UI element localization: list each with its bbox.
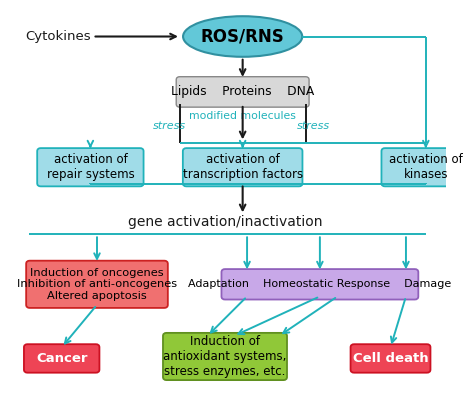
Text: Induction of oncogenes
Inhibition of anti-oncogenes
Altered apoptosis: Induction of oncogenes Inhibition of ant… xyxy=(17,268,177,301)
FancyBboxPatch shape xyxy=(24,344,100,373)
Text: Induction of
antioxidant systems,
stress enzymes, etc.: Induction of antioxidant systems, stress… xyxy=(164,335,287,378)
FancyBboxPatch shape xyxy=(176,77,309,107)
Text: gene activation/inactivation: gene activation/inactivation xyxy=(128,215,322,229)
Text: activation of
kinases: activation of kinases xyxy=(389,153,463,181)
Text: stress: stress xyxy=(153,121,186,131)
Text: stress: stress xyxy=(297,121,330,131)
FancyBboxPatch shape xyxy=(37,148,144,186)
FancyBboxPatch shape xyxy=(351,344,430,373)
Text: Cancer: Cancer xyxy=(36,352,87,365)
Text: activation of
repair systems: activation of repair systems xyxy=(46,153,134,181)
Text: modified molecules: modified molecules xyxy=(189,111,296,121)
FancyBboxPatch shape xyxy=(163,333,287,380)
Text: Cell death: Cell death xyxy=(353,352,428,365)
FancyBboxPatch shape xyxy=(183,148,302,186)
Text: Lipids    Proteins    DNA: Lipids Proteins DNA xyxy=(171,85,314,98)
Text: Adaptation    Homeostatic Response    Damage: Adaptation Homeostatic Response Damage xyxy=(188,279,452,289)
Text: ROS/RNS: ROS/RNS xyxy=(201,28,284,46)
Text: Cytokines: Cytokines xyxy=(25,30,91,43)
Text: activation of
transcription factors: activation of transcription factors xyxy=(182,153,303,181)
FancyBboxPatch shape xyxy=(382,148,470,186)
FancyBboxPatch shape xyxy=(26,261,168,308)
FancyBboxPatch shape xyxy=(221,269,419,299)
Ellipse shape xyxy=(183,16,302,57)
